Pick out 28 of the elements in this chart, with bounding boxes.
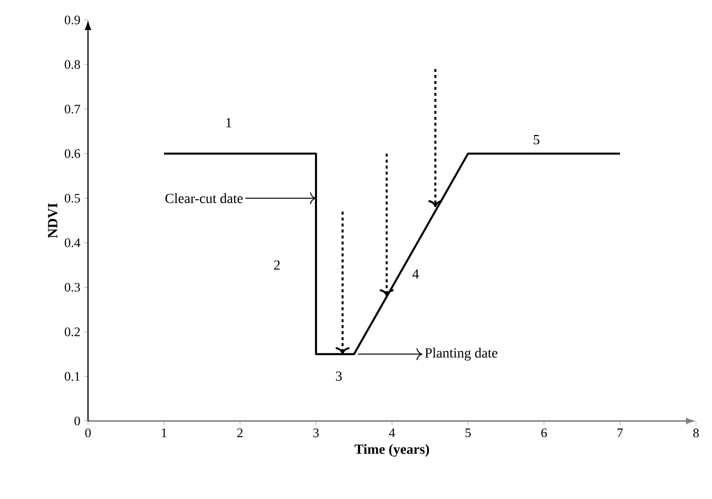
x-axis-title: Time (years)	[354, 444, 430, 457]
x-tick-label: 8	[693, 428, 699, 438]
y-tick-label: 0.6	[64, 149, 80, 158]
x-tick-label: 3	[313, 428, 319, 438]
y-tick-label: 0	[74, 416, 80, 426]
annotation: 4	[412, 269, 419, 279]
annotation: Planting date	[425, 348, 498, 360]
y-tick-label: 0.1	[64, 372, 80, 381]
y-tick-label: 0.8	[64, 60, 80, 69]
y-axis-title: NDVI	[48, 203, 58, 238]
y-tick-label: 0.2	[64, 327, 80, 336]
annotation: 3	[336, 371, 342, 381]
x-tick-label: 5	[466, 428, 471, 438]
x-tick-label: 6	[541, 428, 547, 438]
y-tick-label: 0.7	[64, 104, 80, 114]
annotation: 2	[274, 260, 280, 270]
x-tick-label: 7	[618, 428, 623, 437]
x-tick-label: 1	[162, 428, 166, 438]
x-tick-label: 4	[389, 428, 396, 438]
annotation: Clear-cut date	[165, 193, 243, 204]
x-tick-label: 2	[237, 428, 243, 438]
x-tick-label: 0	[85, 428, 91, 438]
annotation: 5	[534, 135, 540, 144]
annotation: 1	[226, 118, 232, 128]
y-tick-label: 0.4	[64, 238, 80, 248]
y-tick-label: 0.9	[64, 16, 80, 24]
y-tick-label: 0.3	[64, 282, 80, 292]
y-tick-label: 0.5	[64, 194, 80, 203]
